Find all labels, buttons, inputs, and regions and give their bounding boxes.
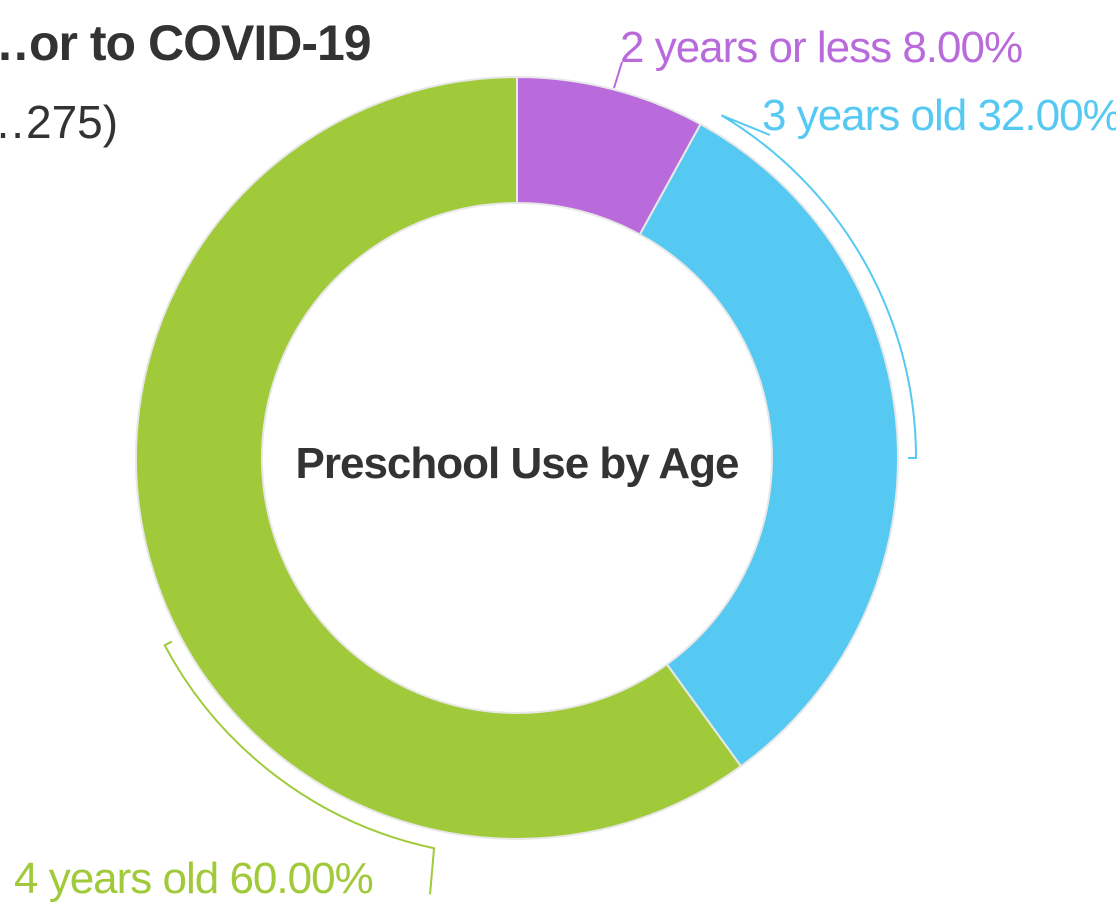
- slice-label-2: 3 years old 32.00%: [762, 91, 1116, 140]
- slice-label-3: 4 years old 60.00%: [14, 854, 373, 903]
- leader-line-1: [613, 61, 623, 89]
- leader-line-2: [720, 114, 918, 459]
- chart-title-group: …or to COVID-19 …275): [0, 15, 372, 148]
- donut-slice-2[interactable]: [638, 122, 899, 768]
- label-leader-lines: [163, 61, 918, 895]
- donut-slices: [135, 75, 899, 840]
- chart-subtitle: …275): [0, 96, 118, 148]
- slice-label-1: 2 years or less 8.00%: [620, 23, 1022, 72]
- chart-title: …or to COVID-19: [0, 15, 371, 71]
- slice-labels: 2 years or less 8.00% 3 years old 32.00% 4…: [14, 23, 1116, 903]
- leader-line-3: [163, 640, 436, 895]
- donut-slice-3[interactable]: [135, 75, 743, 840]
- center-label: Preschool Use by Age: [296, 439, 739, 488]
